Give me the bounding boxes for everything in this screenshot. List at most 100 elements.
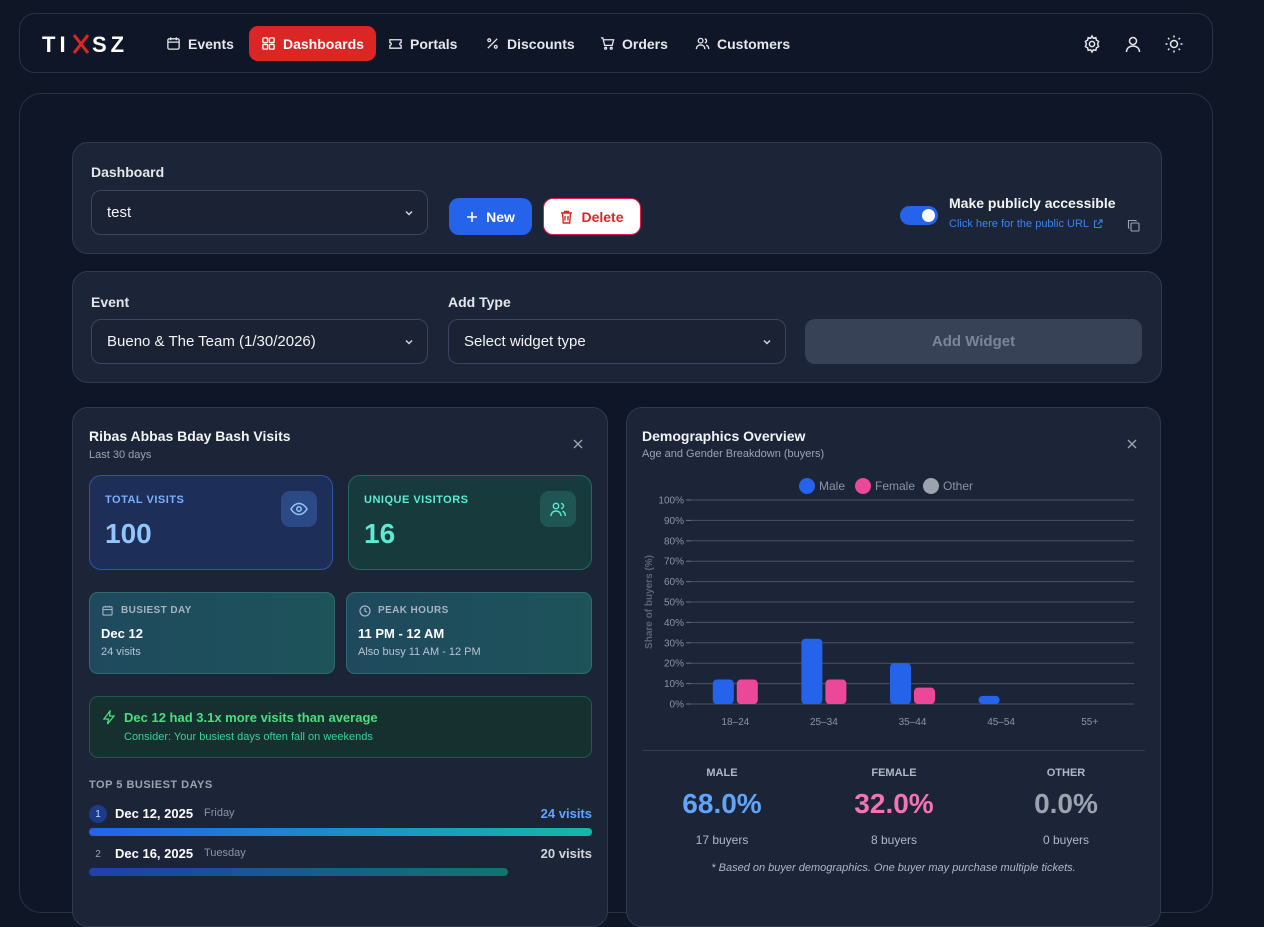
unique-visitors-card: UNIQUE VISITORS 16 bbox=[348, 475, 592, 570]
chart-bar-female bbox=[736, 679, 758, 704]
legend-swatch bbox=[799, 478, 815, 494]
y-tick-label: 80% bbox=[664, 536, 684, 547]
calendar-icon bbox=[102, 605, 113, 616]
dashboard-select[interactable]: test bbox=[91, 190, 428, 235]
total-visits-value: 100 bbox=[105, 518, 152, 549]
demographics-chart: Male Female Other 0% 10% 20% 30% 40% 50% 60% 70% 80… bbox=[644, 478, 1134, 728]
chevron-down-icon bbox=[763, 339, 771, 345]
main-container: Dashboard test New Delete Make publicly … bbox=[19, 93, 1213, 927]
footnote: * Based on buyer demographics. One buyer… bbox=[711, 862, 1076, 874]
delete-dashboard-button[interactable]: Delete bbox=[543, 198, 641, 235]
percent-icon bbox=[487, 38, 498, 49]
new-dashboard-button[interactable]: New bbox=[449, 198, 532, 235]
new-button-label: New bbox=[486, 208, 515, 225]
y-tick-label: 40% bbox=[664, 618, 684, 629]
x-tick-label: 25–34 bbox=[810, 717, 838, 728]
y-tick-label: 70% bbox=[664, 557, 684, 568]
y-tick-label: 20% bbox=[664, 659, 684, 670]
day-visits: 24 visits bbox=[540, 806, 592, 821]
delete-button-label: Delete bbox=[581, 208, 624, 225]
visits-widget: Ribas Abbas Bday Bash Visits Last 30 day… bbox=[72, 407, 608, 927]
nav-orders[interactable]: Orders bbox=[588, 26, 680, 61]
logo[interactable]: TI SZ bbox=[42, 31, 132, 57]
unique-visitors-label: UNIQUE VISITORS bbox=[364, 494, 469, 506]
peak-hours-label: PEAK HOURS bbox=[378, 605, 449, 616]
gear-icon[interactable] bbox=[1082, 34, 1102, 54]
y-tick-label: 0% bbox=[670, 700, 685, 711]
insight-box: Dec 12 had 3.1x more visits than average… bbox=[89, 696, 592, 758]
peak-hours-box: PEAK HOURS 11 PM - 12 AM Also busy 11 AM… bbox=[346, 592, 592, 674]
y-tick-label: 90% bbox=[664, 516, 684, 527]
y-axis-label: Share of buyers (%) bbox=[644, 555, 655, 649]
rank-badge: 1 bbox=[89, 805, 107, 823]
day-date: Dec 16, 2025 bbox=[115, 846, 194, 861]
copy-icon[interactable] bbox=[1127, 219, 1140, 232]
widget-type-placeholder: Select widget type bbox=[464, 333, 586, 350]
trash-icon bbox=[561, 210, 573, 224]
x-tick-label: 45–54 bbox=[987, 717, 1015, 728]
y-tick-label: 60% bbox=[664, 577, 684, 588]
chart-bar-female bbox=[914, 687, 935, 704]
close-icon[interactable] bbox=[572, 438, 584, 450]
day-date: Dec 12, 2025 bbox=[115, 806, 194, 821]
progress-fill bbox=[89, 828, 592, 836]
nav-dashboards[interactable]: Dashboards bbox=[249, 26, 376, 61]
male-percentage: 68.0% bbox=[682, 788, 762, 819]
nav-discounts-label: Discounts bbox=[507, 35, 575, 52]
nav-portals[interactable]: Portals bbox=[376, 26, 469, 61]
event-label: Event bbox=[91, 294, 130, 310]
clock-icon bbox=[359, 605, 371, 617]
public-toggle[interactable] bbox=[900, 206, 938, 225]
dashboard-label: Dashboard bbox=[91, 164, 165, 180]
sun-icon[interactable] bbox=[1164, 34, 1184, 54]
nav-customers[interactable]: Customers bbox=[683, 26, 802, 61]
unique-visitors-value: 16 bbox=[364, 518, 396, 549]
plus-icon bbox=[467, 211, 478, 222]
nav-dashboards-label: Dashboards bbox=[283, 35, 364, 52]
nav-discounts[interactable]: Discounts bbox=[473, 26, 587, 61]
x-tick-label: 35–44 bbox=[899, 717, 927, 728]
total-visits-card: TOTAL VISITS 100 bbox=[89, 475, 333, 570]
top-nav: TI SZ Events Dashboards Portals Discount… bbox=[19, 13, 1213, 73]
widget-type-select[interactable]: Select widget type bbox=[448, 319, 786, 364]
demographics-title: Demographics Overview bbox=[642, 428, 806, 444]
nav-events[interactable]: Events bbox=[154, 26, 246, 61]
total-visits-label: TOTAL VISITS bbox=[105, 494, 185, 506]
users-icon bbox=[540, 491, 576, 527]
ticket-icon bbox=[389, 39, 402, 49]
female-percentage: 32.0% bbox=[854, 788, 934, 819]
day-weekday: Friday bbox=[204, 807, 235, 819]
list-item: 2 Dec 16, 2025 Tuesday 20 visits bbox=[89, 845, 592, 880]
type-label: Add Type bbox=[448, 294, 511, 310]
visits-title: Ribas Abbas Bday Bash Visits bbox=[89, 428, 291, 444]
svg-text:TI: TI bbox=[42, 32, 70, 57]
add-widget-button[interactable]: Add Widget bbox=[805, 319, 1142, 364]
other-label: OTHER bbox=[1046, 767, 1086, 779]
y-tick-label: 50% bbox=[664, 598, 684, 609]
svg-text:SZ: SZ bbox=[92, 32, 128, 57]
legend-swatch bbox=[923, 478, 939, 494]
public-url-text: Click here for the public URL bbox=[949, 218, 1090, 230]
nav-customers-label: Customers bbox=[717, 35, 791, 52]
chart-bar-male bbox=[890, 663, 911, 704]
x-tick-label: 55+ bbox=[1081, 717, 1098, 728]
cart-icon bbox=[600, 37, 615, 50]
y-tick-label: 30% bbox=[664, 638, 684, 649]
event-select[interactable]: Bueno & The Team (1/30/2026) bbox=[91, 319, 428, 364]
legend-label: Male bbox=[819, 479, 845, 493]
divider bbox=[642, 750, 1145, 751]
legend-label: Female bbox=[875, 479, 915, 493]
user-icon[interactable] bbox=[1123, 34, 1143, 54]
female-buyers: 8 buyers bbox=[870, 833, 918, 847]
calendar-icon bbox=[167, 37, 180, 50]
eye-icon bbox=[281, 491, 317, 527]
close-icon[interactable] bbox=[1126, 438, 1138, 450]
public-url-link[interactable]: Click here for the public URL bbox=[949, 218, 1103, 230]
nav-events-label: Events bbox=[188, 35, 234, 52]
nav-orders-label: Orders bbox=[622, 35, 668, 52]
chevron-down-icon bbox=[405, 210, 413, 216]
rank-badge: 2 bbox=[95, 848, 101, 860]
male-label: MALE bbox=[706, 767, 738, 779]
other-percentage: 0.0% bbox=[1034, 788, 1098, 819]
day-weekday: Tuesday bbox=[204, 847, 246, 859]
